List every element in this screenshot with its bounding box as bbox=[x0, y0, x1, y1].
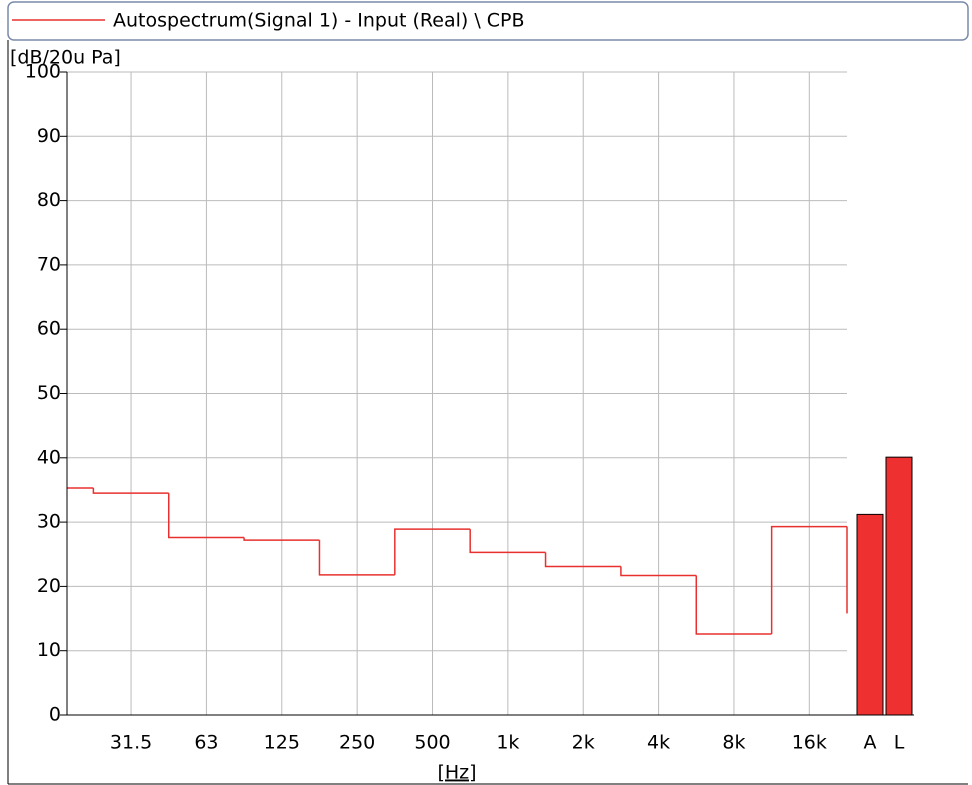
y-tick-label: 20 bbox=[37, 575, 61, 597]
y-tick-label: 0 bbox=[49, 704, 61, 726]
x-tick-label: 4k bbox=[647, 732, 670, 754]
y-tick-label: 90 bbox=[37, 125, 61, 147]
step-segment bbox=[318, 540, 395, 576]
step-segment bbox=[469, 529, 546, 554]
x-tick-label: 125 bbox=[264, 732, 300, 754]
y-tick-label: 40 bbox=[37, 446, 61, 468]
step-segment bbox=[620, 566, 697, 577]
x-tick-label: 500 bbox=[414, 732, 450, 754]
y-tick-label: 70 bbox=[37, 253, 61, 275]
y-tick-label: 60 bbox=[37, 318, 61, 340]
y-axis-label: [dB/20u Pa] bbox=[10, 47, 121, 69]
x-tick-label: 250 bbox=[339, 732, 375, 754]
y-tick-label: 100 bbox=[25, 61, 61, 83]
y-tick-label: 10 bbox=[37, 639, 61, 661]
x-tick-label: 8k bbox=[722, 732, 745, 754]
step-segment bbox=[243, 537, 320, 541]
x-tick-label: 1k bbox=[496, 732, 519, 754]
step-segment bbox=[695, 575, 772, 635]
legend-label: Autospectrum(Signal 1) - Input (Real) \ … bbox=[113, 10, 525, 32]
x-tick-label: 2k bbox=[572, 732, 595, 754]
step-segment bbox=[394, 528, 471, 575]
bar-label: L bbox=[894, 732, 905, 754]
x-tick-label: 31.5 bbox=[110, 732, 152, 754]
step-segment bbox=[770, 525, 847, 634]
bar bbox=[885, 456, 913, 716]
x-tick-label: 63 bbox=[194, 732, 218, 754]
step-segment bbox=[92, 488, 169, 494]
y-tick-label: 50 bbox=[37, 382, 61, 404]
y-tick-label: 80 bbox=[37, 189, 61, 211]
bar-label: A bbox=[864, 732, 877, 754]
x-tick-label: 16k bbox=[792, 732, 827, 754]
x-axis-label: [Hz] bbox=[437, 762, 476, 784]
bar bbox=[856, 513, 884, 716]
step-segment bbox=[167, 493, 245, 539]
legend-box bbox=[7, 1, 969, 41]
step-segment bbox=[544, 552, 621, 568]
y-tick-label: 30 bbox=[37, 511, 61, 533]
